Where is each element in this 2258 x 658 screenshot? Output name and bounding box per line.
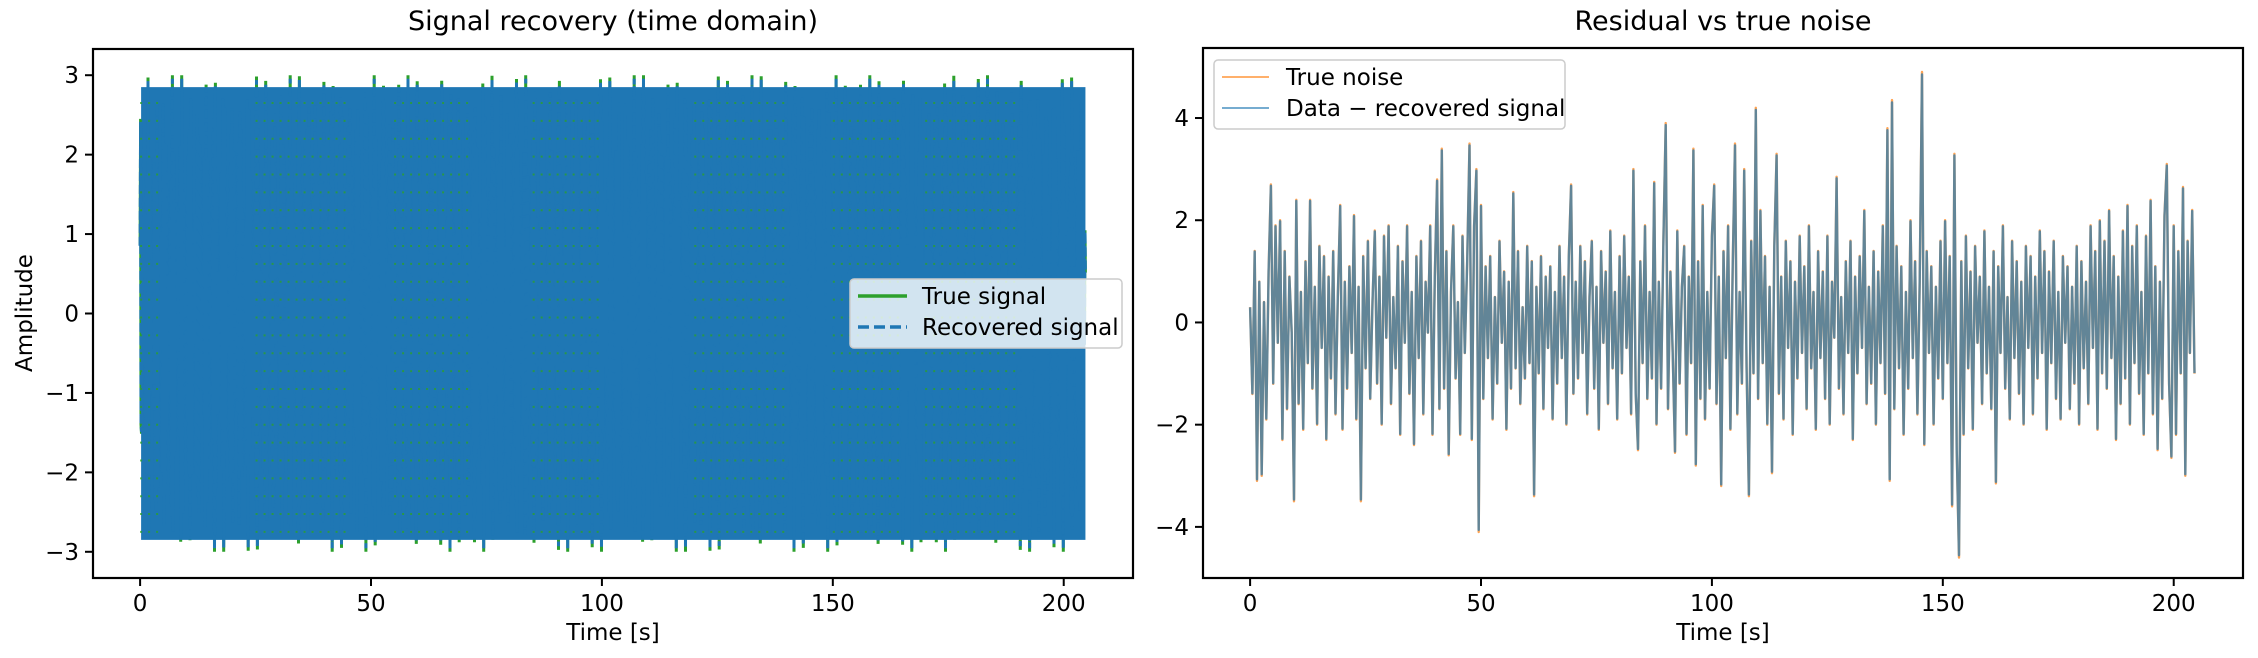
x-tick-label: 200 xyxy=(1042,591,1086,617)
x-tick-label: 200 xyxy=(2152,591,2196,617)
y-tick-label: −3 xyxy=(45,540,79,566)
chart-title: Residual vs true noise xyxy=(1574,6,1871,37)
series-recovered-signal xyxy=(138,78,1087,549)
true-signal-texture xyxy=(140,102,1018,533)
plot-area xyxy=(1248,70,2196,559)
y-tick-label: −2 xyxy=(45,460,79,486)
x-tick-label: 50 xyxy=(356,591,385,617)
x-axis-label: Time [s] xyxy=(565,620,660,646)
legend-label: True noise xyxy=(1285,65,1403,91)
x-tick-label: 100 xyxy=(580,591,624,617)
y-tick-label: 4 xyxy=(1174,106,1189,132)
x-axis-label: Time [s] xyxy=(1675,620,1770,646)
legend-label: Data − recovered signal xyxy=(1286,96,1565,122)
panel-residual: Residual vs true noise 0 50 100 150 200−4−20… xyxy=(1155,6,2245,646)
x-tick-label: 150 xyxy=(1921,591,1965,617)
axes-frame xyxy=(1201,46,2245,580)
x-tick-label: 50 xyxy=(1466,591,1495,617)
legend-label: True signal xyxy=(921,284,1046,310)
y-axis-label: Amplitude xyxy=(12,254,38,372)
axis-ticks: 0 50 100 150 200 −3 −2 −1 0 1 2 3 xyxy=(45,63,1086,617)
series-residual xyxy=(1248,73,2196,557)
x-tick-label: 0 xyxy=(1243,591,1258,617)
legend: True signal Recovered signal xyxy=(849,278,1123,349)
y-tick-label: −2 xyxy=(1155,413,1189,439)
axis-ticks: 0 50 100 150 200 −4 −2 0 2 4 xyxy=(1155,106,2196,617)
x-tick-label: 150 xyxy=(811,591,855,617)
legend-frame xyxy=(1213,59,1566,130)
legend-label: Recovered signal xyxy=(922,315,1119,341)
x-tick-label: 100 xyxy=(1690,591,1734,617)
legend: True noise Data − recovered signal xyxy=(1213,59,1566,130)
y-tick-label: 0 xyxy=(1174,310,1189,336)
panel-signal-recovery: Signal recovery (time domain) 0 50 100 150 2… xyxy=(12,6,1135,646)
y-tick-label: 2 xyxy=(64,143,79,169)
x-tick-label: 0 xyxy=(133,591,148,617)
y-tick-label: −1 xyxy=(45,381,79,407)
legend-frame xyxy=(849,278,1123,349)
y-tick-label: 2 xyxy=(1174,208,1189,234)
y-tick-label: 1 xyxy=(64,222,79,248)
y-tick-label: −4 xyxy=(1155,515,1189,541)
y-tick-label: 3 xyxy=(64,63,79,89)
y-tick-label: 0 xyxy=(64,302,79,328)
chart-title: Signal recovery (time domain) xyxy=(408,6,818,37)
